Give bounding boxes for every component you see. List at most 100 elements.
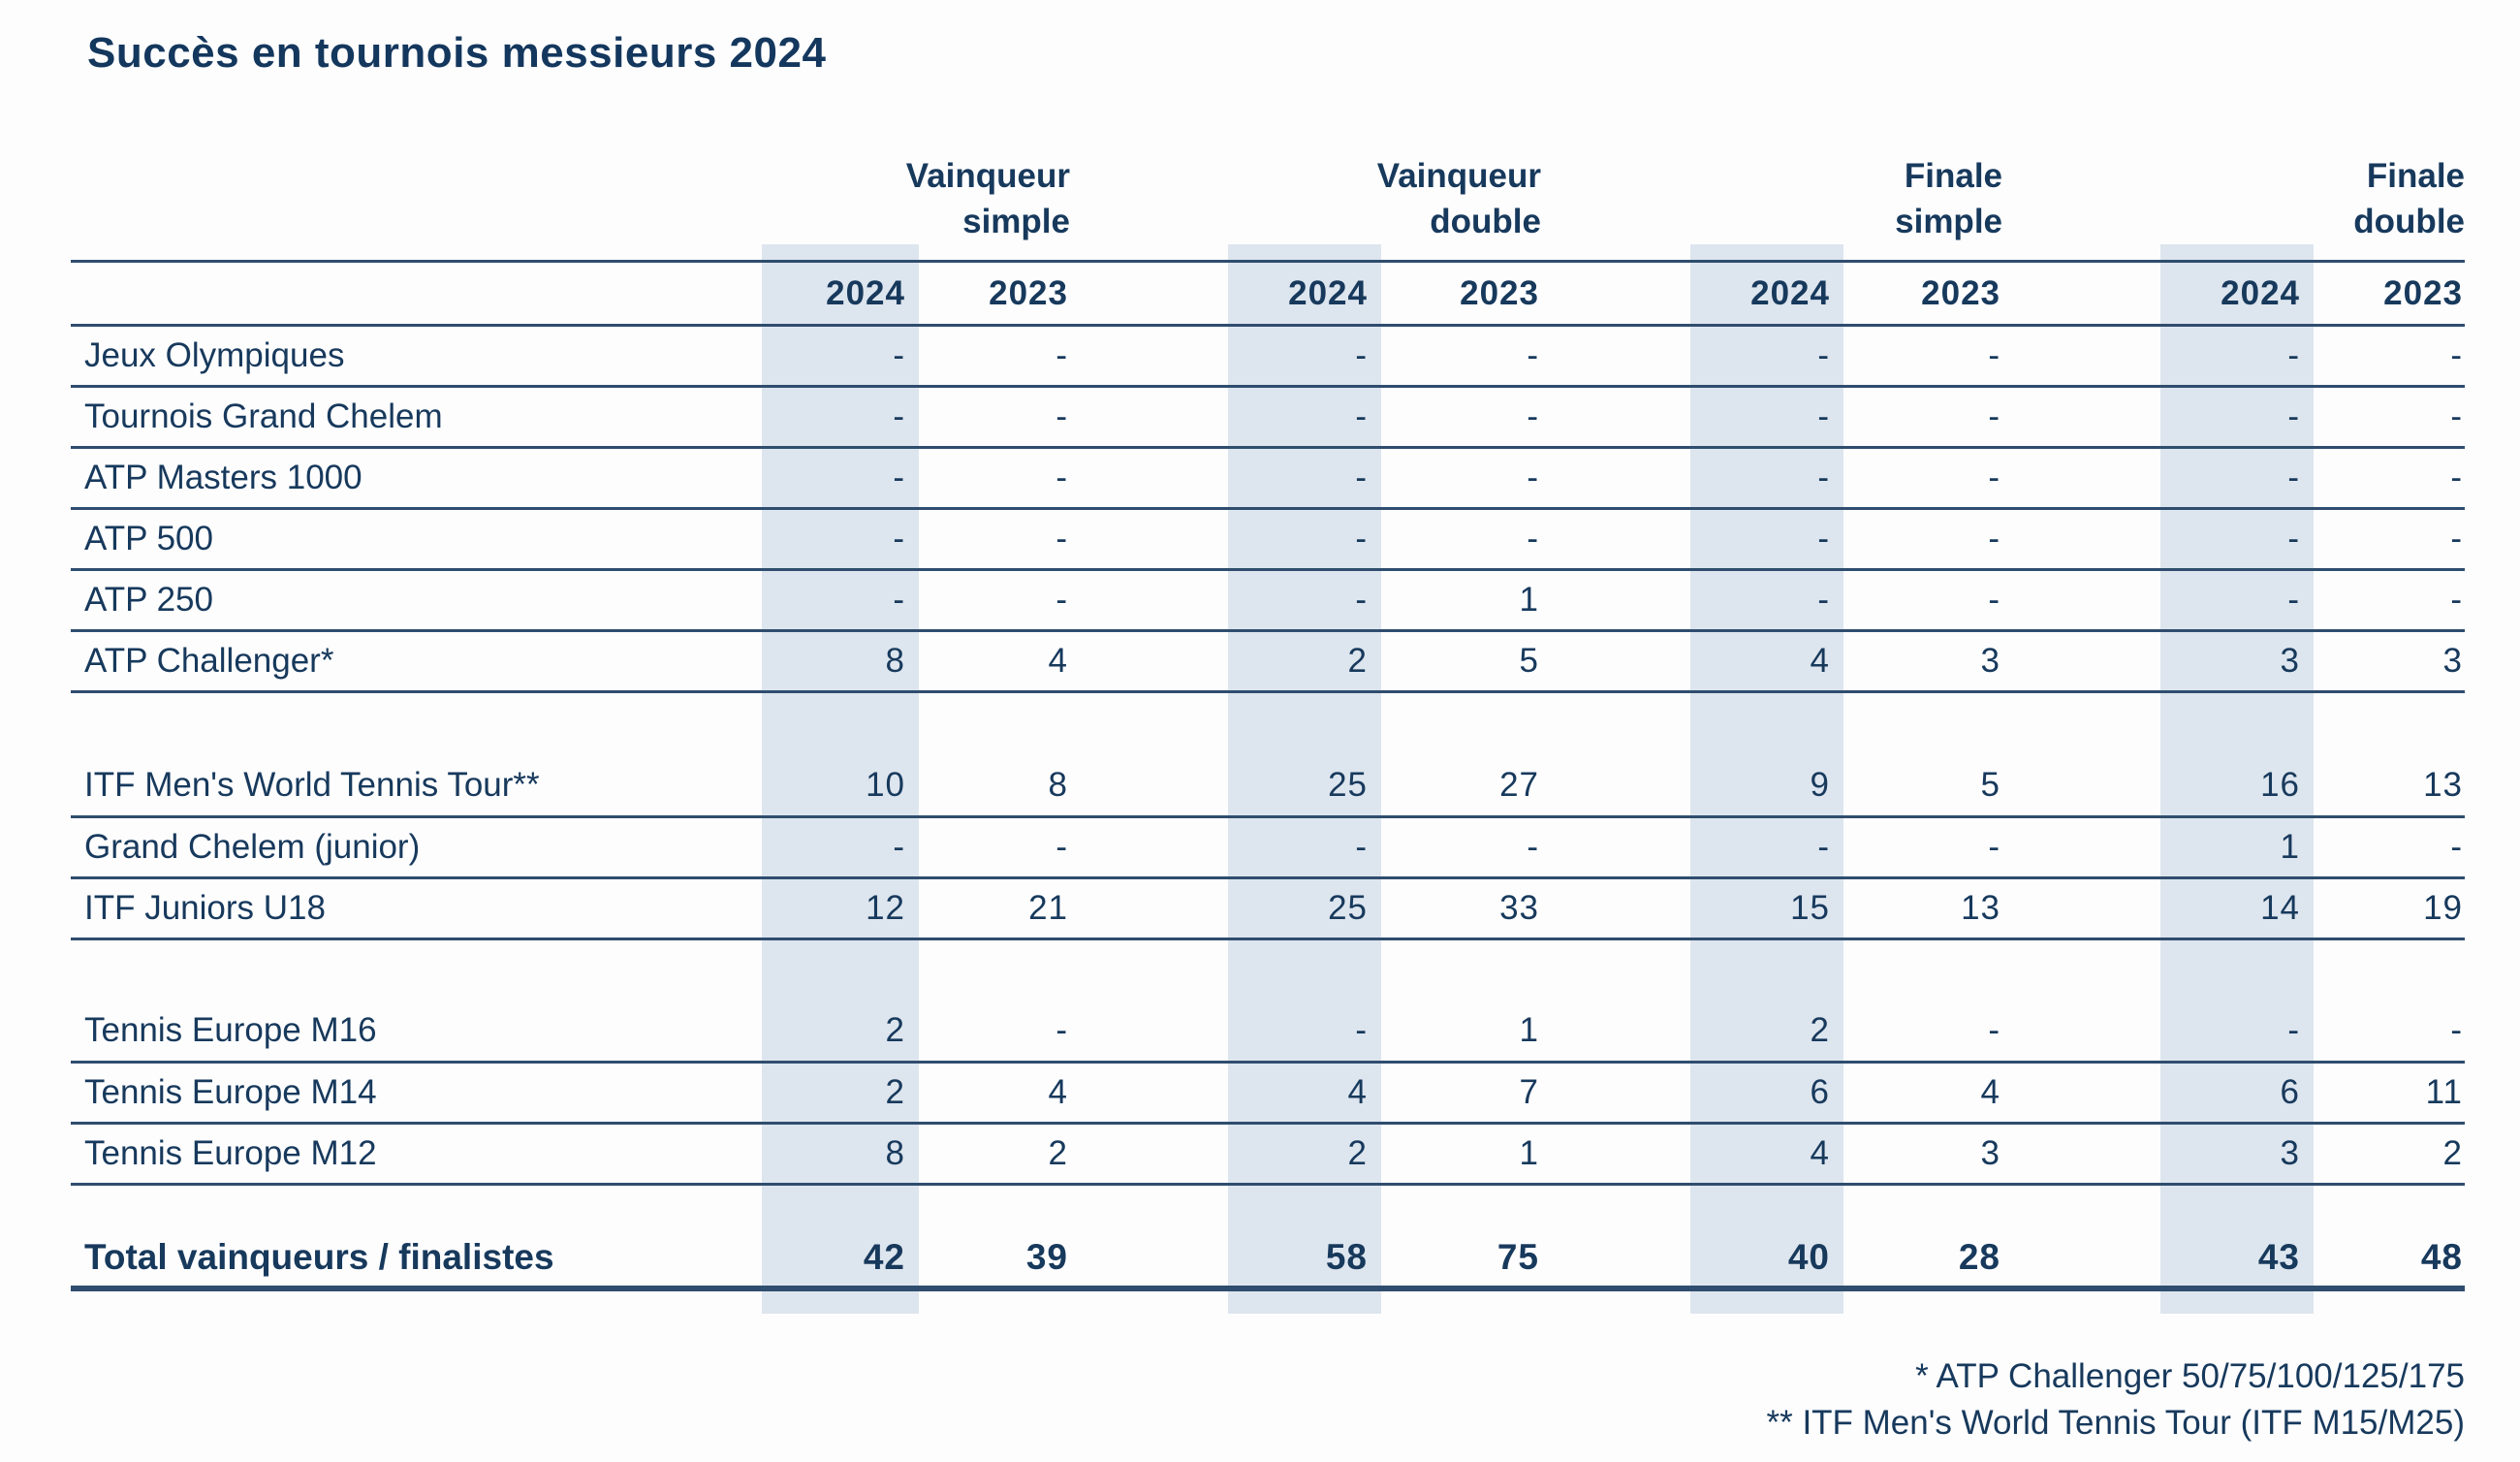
year-header: 2023 [919, 260, 1070, 327]
page-title: Succès en tournois messieurs 2024 [87, 29, 827, 77]
gap-cell [1070, 325, 1228, 388]
cell-value: 15 [1690, 877, 1843, 940]
gap-cell [1541, 325, 1690, 388]
cell-value: 75 [1381, 1229, 1541, 1291]
gap-cell [1381, 1185, 1541, 1230]
cell-value: 6 [2160, 1062, 2315, 1125]
gap-cell [1070, 939, 1228, 1001]
total-row: Total vainqueurs / finalistes 42 39 58 75 40 2… [71, 1229, 2466, 1291]
group-header-vainqueur-simple: Vainqueur simple [905, 156, 1070, 240]
cell-value: - [919, 386, 1070, 449]
gap-cell [71, 1185, 762, 1230]
cell-value: - [762, 325, 919, 388]
gap-cell [1228, 692, 1381, 756]
cell-value: - [919, 325, 1070, 388]
cell-value: - [919, 569, 1070, 632]
row-label: ITF Juniors U18 [71, 877, 762, 940]
gap-cell [1843, 939, 2002, 1001]
cell-value: 16 [2160, 755, 2315, 818]
cell-value: - [2314, 816, 2466, 879]
gap-cell [2002, 325, 2161, 388]
spacer-row [71, 692, 2465, 756]
cell-value: 42 [762, 1229, 919, 1291]
table-row: ATP Masters 1000- - - - - - - - [71, 447, 2466, 510]
row-label: ATP 250 [71, 569, 762, 632]
gap-cell [2002, 145, 2160, 262]
year-header: 2023 [1843, 260, 2003, 327]
gap-cell [71, 692, 762, 756]
gap-cell [1381, 692, 1541, 756]
gap-cell [2002, 386, 2161, 449]
gap-cell [1070, 386, 1228, 449]
group-header-finale-simple: Finale simple [1895, 156, 2003, 240]
gap-cell [1070, 1062, 1228, 1125]
gap-cell [1541, 260, 1690, 327]
cell-value: - [1228, 1001, 1381, 1064]
gap-cell [919, 692, 1070, 756]
gap-cell [1070, 145, 1228, 262]
cell-value: - [2314, 386, 2466, 449]
cell-value: 3 [1843, 630, 2003, 693]
year-header: 2024 [762, 260, 919, 327]
cell-value: 2 [2314, 1123, 2466, 1186]
cell-value: 10 [762, 755, 919, 818]
gap-cell [1070, 1229, 1228, 1291]
gap-cell [1690, 1185, 1843, 1230]
gap-cell [2002, 1123, 2161, 1186]
group-header-finale-double: Finale double [2353, 156, 2466, 240]
gap-cell [1381, 939, 1541, 1001]
cell-value: 6 [1690, 1062, 1843, 1125]
cell-value: - [2314, 325, 2466, 388]
gap-cell [2002, 630, 2161, 693]
cell-value: 43 [2160, 1229, 2315, 1291]
gap-cell [2002, 447, 2161, 510]
cell-value: - [919, 1001, 1070, 1064]
year-header: 2024 [1690, 260, 1843, 327]
cell-value: - [2314, 569, 2466, 632]
gap-cell [1070, 508, 1228, 571]
cell-value: 58 [1228, 1229, 1381, 1291]
table-row: ITF Men's World Tennis Tour** 10 8 25 27 9 5 16… [71, 755, 2466, 818]
gap-cell [1070, 1123, 1228, 1186]
gap-cell [762, 1185, 919, 1230]
cell-value: 2 [1690, 1001, 1843, 1064]
row-label: ITF Men's World Tennis Tour** [71, 755, 762, 818]
group-header-vainqueur-double: Vainqueur double [1376, 156, 1541, 240]
gap-cell [1541, 447, 1690, 510]
table-row: Jeux Olympiques - - - - - - - - [71, 325, 2466, 388]
gap-cell [1843, 1185, 2002, 1230]
spacer-row [71, 1185, 2465, 1230]
gap-cell [1070, 816, 1228, 879]
results-table: Vainqueur simple Vainqueur double Finale… [71, 145, 2466, 1291]
cell-value: - [2160, 447, 2315, 510]
year-header-row: 2024 2023 2024 2023 2024 2023 2024 2023 [71, 260, 2466, 327]
cell-value: 3 [2160, 1123, 2315, 1186]
cell-value: 4 [1690, 630, 1843, 693]
gap-cell [2002, 1062, 2161, 1125]
gap-cell [1541, 692, 1690, 756]
cell-value: - [2160, 1001, 2315, 1064]
gap-cell [1541, 508, 1690, 571]
gap-cell [71, 260, 762, 327]
cell-value: 4 [919, 630, 1070, 693]
gap-cell [1690, 692, 1843, 756]
gap-cell [2002, 816, 2161, 879]
cell-value: - [2314, 1001, 2466, 1064]
cell-value: - [1843, 325, 2003, 388]
gap-cell [2160, 939, 2314, 1001]
cell-value: 27 [1381, 755, 1541, 818]
cell-value: 4 [1690, 1123, 1843, 1186]
gap-cell [2002, 877, 2161, 940]
cell-value: 2 [919, 1123, 1070, 1186]
gap-cell [1070, 692, 1228, 756]
year-header: 2024 [1228, 260, 1381, 327]
cell-value: 14 [2160, 877, 2315, 940]
cell-value: - [1690, 386, 1843, 449]
gap-cell [919, 1185, 1070, 1230]
cell-value: 2 [762, 1062, 919, 1125]
gap-cell [1541, 1001, 1690, 1064]
cell-value: 19 [2314, 877, 2466, 940]
table-row: ATP 500- - - - - - - - [71, 508, 2466, 571]
cell-value: - [1843, 386, 2003, 449]
gap-cell [2002, 569, 2161, 632]
